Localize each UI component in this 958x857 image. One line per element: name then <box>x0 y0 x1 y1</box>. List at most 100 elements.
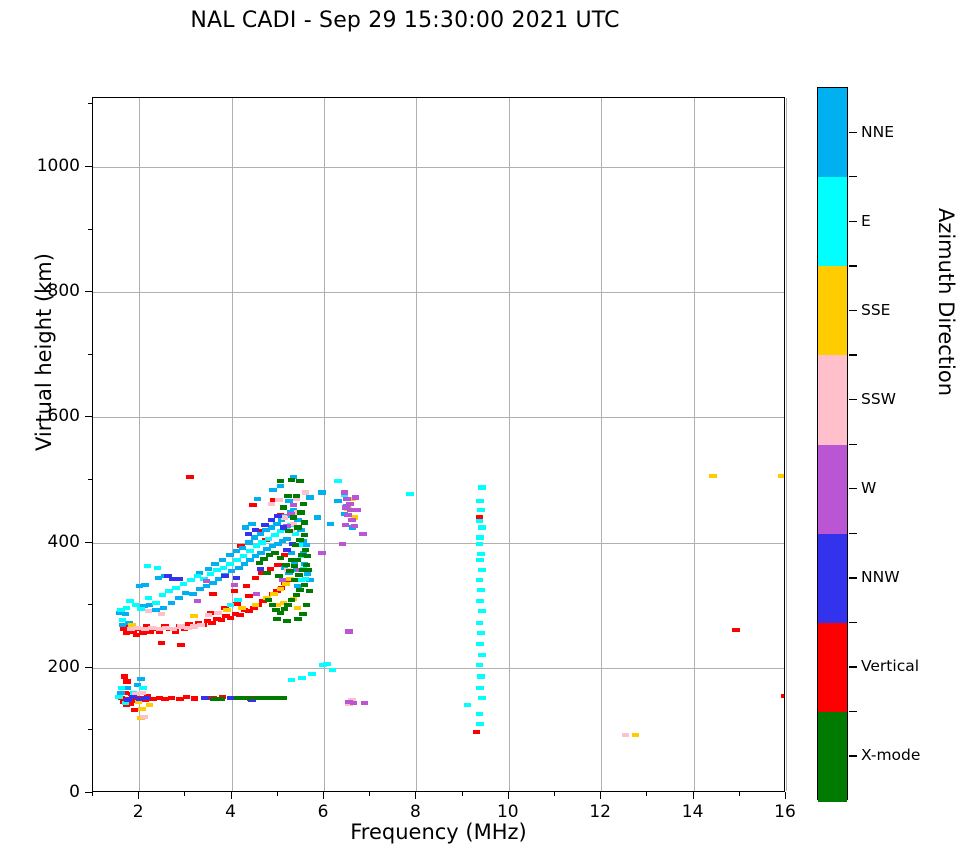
scatter-point <box>297 527 305 533</box>
scatter-point <box>158 593 166 598</box>
scatter-point <box>349 700 358 705</box>
colorbar-segment-nnw <box>818 533 847 624</box>
scatter-point <box>276 586 285 591</box>
scatter-point <box>475 712 483 717</box>
x-tick-label: 4 <box>225 802 237 822</box>
x-tick-minor <box>276 792 278 796</box>
scatter-point <box>287 558 296 563</box>
colorbar-segment-vertical <box>818 622 847 713</box>
scatter-point <box>353 507 361 513</box>
scatter-point <box>276 484 285 489</box>
scatter-point <box>246 558 254 563</box>
scatter-point <box>121 700 130 705</box>
scatter-point <box>302 563 311 568</box>
scatter-point <box>291 543 300 548</box>
scatter-point <box>233 601 241 606</box>
colorbar-boundary-tick <box>849 621 857 624</box>
scatter-point <box>179 581 188 586</box>
scatter-point <box>194 620 203 625</box>
scatter-point <box>267 525 276 530</box>
scatter-point <box>287 477 296 482</box>
scatter-point <box>318 550 326 555</box>
scatter-point <box>241 525 250 530</box>
x-tick-label: 12 <box>589 802 612 822</box>
scatter-point <box>142 624 151 629</box>
colorbar-tick-label: E <box>861 211 871 230</box>
scatter-point <box>269 487 277 493</box>
scatter-point <box>255 560 264 565</box>
x-tick-minor <box>738 792 740 796</box>
scatter-point <box>186 475 194 480</box>
scatter-point <box>206 571 215 576</box>
scatter-point <box>280 515 288 520</box>
scatter-point <box>284 494 292 499</box>
scatter-point <box>303 554 312 559</box>
scatter-point <box>122 605 130 610</box>
scatter-point <box>245 540 253 545</box>
scatter-point <box>463 703 471 708</box>
scatter-point <box>240 608 249 613</box>
scatter-point <box>132 633 141 638</box>
scatter-point <box>218 558 227 563</box>
scatter-point <box>251 575 260 580</box>
colorbar-tick <box>849 398 857 401</box>
scatter-point <box>125 620 133 625</box>
scatter-point <box>340 492 349 498</box>
scatter-point <box>280 565 288 570</box>
scatter-point <box>472 729 481 734</box>
scatter-point <box>347 507 355 513</box>
scatter-point <box>271 550 279 555</box>
y-tick-label: 0 <box>69 782 80 802</box>
y-tick-major <box>85 165 92 167</box>
scatter-point <box>344 512 352 518</box>
scatter-point <box>226 553 234 558</box>
scatter-point <box>193 599 202 604</box>
scatter-point <box>276 479 285 484</box>
x-tick-major <box>138 792 140 799</box>
scatter-point <box>119 626 128 632</box>
scatter-point <box>305 589 313 594</box>
scatter-point <box>152 608 160 613</box>
scatter-point <box>476 499 484 504</box>
scatter-point <box>274 541 282 546</box>
scatter-point <box>287 511 295 516</box>
scatter-point <box>213 616 221 621</box>
scatter-point <box>209 591 217 596</box>
scatter-point <box>478 653 486 658</box>
scatter-point <box>226 561 234 566</box>
scatter-point <box>117 685 126 690</box>
scatter-point <box>206 610 215 615</box>
y-tick-minor <box>88 729 92 731</box>
scatter-point <box>202 584 211 589</box>
scatter-point <box>264 598 273 603</box>
scatter-point <box>302 603 311 608</box>
scatter-point <box>146 629 154 634</box>
scatter-point <box>171 629 179 634</box>
x-tick-minor <box>92 792 93 796</box>
scatter-point <box>139 685 147 690</box>
scatter-point <box>299 501 308 506</box>
scatter-point <box>134 699 142 704</box>
scatter-point <box>248 698 256 703</box>
scatter-point <box>242 584 251 589</box>
scatter-point <box>303 571 312 576</box>
scatter-point <box>477 588 485 593</box>
scatter-point <box>169 626 178 632</box>
scatter-point <box>261 695 269 700</box>
scatter-point <box>296 537 304 543</box>
scatter-point <box>279 525 288 530</box>
gridline-vertical <box>786 98 787 791</box>
scatter-point <box>155 626 164 632</box>
scatter-point <box>299 550 308 555</box>
scatter-point <box>279 505 288 510</box>
scatter-point <box>256 531 264 536</box>
scatter-point <box>475 620 483 625</box>
x-tick-label: 6 <box>317 802 329 822</box>
scatter-point <box>240 561 249 566</box>
scatter-point <box>176 697 184 702</box>
scatter-point <box>261 522 269 528</box>
scatter-point <box>263 595 271 600</box>
scatter-point <box>268 544 276 549</box>
scatter-point <box>360 700 369 705</box>
